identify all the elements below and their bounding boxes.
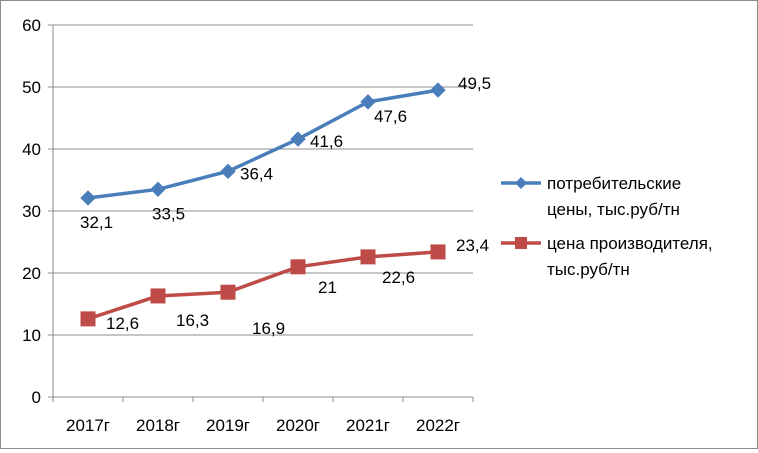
data-point-square [290, 259, 306, 275]
legend-label: цены, тыс.руб/тн [547, 200, 680, 219]
series-line-1 [87, 88, 439, 200]
data-point-diamond [80, 190, 96, 206]
legend-label: цена производителя, [547, 234, 713, 253]
data-point-square [430, 244, 446, 260]
data-label: 47,6 [374, 107, 407, 126]
data-point-diamond [430, 82, 446, 98]
y-tick-label: 60 [22, 16, 41, 35]
legend: потребительские цены, тыс.руб/тн цена прои… [501, 174, 713, 279]
series-line-2 [87, 250, 439, 321]
x-tick-label: 2022г [416, 416, 460, 435]
data-point-diamond [150, 181, 166, 198]
data-point-square [80, 311, 96, 327]
data-point-diamond [220, 163, 236, 180]
legend-marker-diamond [515, 177, 527, 189]
data-label: 22,6 [382, 268, 415, 287]
data-point-diamond [290, 131, 306, 147]
data-labels: 32,1 33,5 36,4 41,6 47,6 49,5 12,6 16,3 16,9 21 22… [80, 74, 491, 338]
series-group [80, 82, 446, 327]
data-label: 32,1 [80, 213, 113, 232]
data-label: 16,3 [176, 311, 209, 330]
y-tick-label: 40 [22, 140, 41, 159]
data-label: 33,5 [152, 204, 185, 223]
data-label: 36,4 [240, 164, 273, 183]
axes: 0 10 20 30 40 50 60 2017г 2018г 2019г 2020г 2021г 20… [22, 16, 474, 435]
data-label: 41,6 [310, 132, 343, 151]
gridlines [53, 24, 473, 336]
y-tick-label: 50 [22, 78, 41, 97]
x-tick-label: 2019г [206, 416, 250, 435]
x-tick-label: 2020г [276, 416, 320, 435]
data-point-diamond [360, 94, 376, 110]
y-tick-label: 10 [22, 326, 41, 345]
data-point-square [220, 284, 236, 300]
y-tick-label: 20 [22, 264, 41, 283]
legend-label: тыс.руб/тн [547, 260, 630, 279]
x-tick-label: 2018г [136, 416, 180, 435]
x-tick-label: 2021г [346, 416, 390, 435]
data-label: 12,6 [106, 314, 139, 333]
legend-marker-square [515, 237, 527, 249]
data-label: 16,9 [252, 319, 285, 338]
data-label: 49,5 [458, 74, 491, 93]
x-tick-label: 2017г [66, 416, 110, 435]
data-point-square [150, 288, 166, 304]
legend-label: потребительские [547, 174, 681, 193]
data-label: 23,4 [456, 236, 489, 255]
data-label: 21 [318, 278, 337, 297]
y-tick-label: 30 [22, 202, 41, 221]
data-point-square [360, 249, 376, 265]
y-tick-label: 0 [32, 388, 41, 407]
